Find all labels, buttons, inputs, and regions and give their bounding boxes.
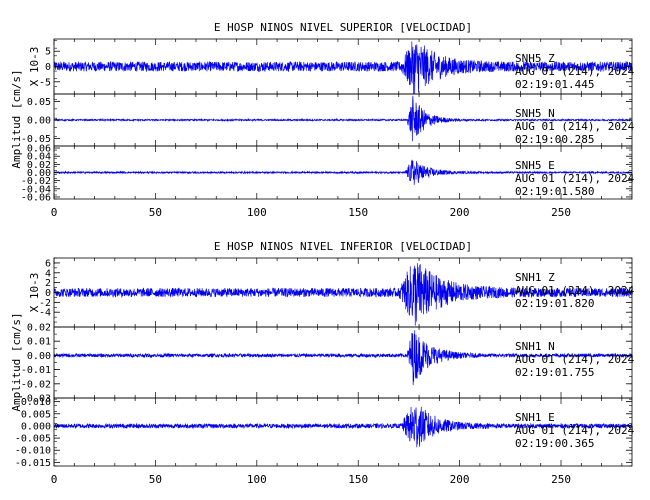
- y-tick-label: 0.00: [27, 351, 51, 362]
- x-tick-label: 100: [247, 473, 267, 486]
- x-tick-label: 50: [149, 473, 162, 486]
- y-tick-label: 0: [45, 288, 51, 299]
- x-tick-label: 100: [247, 206, 267, 219]
- y-tick-label: 0.00: [27, 116, 51, 127]
- time-label: 02:19:01.580: [515, 185, 594, 198]
- chart-title: E HOSP NINOS NIVEL SUPERIOR [VELOCIDAD]: [214, 21, 472, 34]
- x-tick-label: 200: [450, 473, 470, 486]
- y-tick-label: 0.06: [27, 144, 51, 155]
- date-label: AUG 01 (214), 2024: [515, 172, 635, 185]
- y-tick-label: 0.04: [27, 152, 51, 163]
- x-tick-label: 150: [348, 473, 368, 486]
- y-tick-label: 0.010: [21, 397, 51, 408]
- y-tick-label: 0.00: [27, 168, 51, 179]
- waveform-trace: [53, 159, 633, 185]
- x-tick-label: 50: [149, 206, 162, 219]
- y-tick-label: -0.02: [21, 379, 51, 390]
- x-tick-label: 200: [450, 206, 470, 219]
- y-tick-label: 0.02: [27, 323, 51, 334]
- panel-frame: [53, 397, 633, 467]
- time-label: 02:19:01.755: [515, 366, 594, 379]
- y-axis-label: Amplitud [cm/s]: [10, 312, 23, 411]
- station-label: SNH5 Z: [515, 52, 555, 65]
- y-tick-label: -0.015: [15, 458, 51, 469]
- waveform-trace: [53, 41, 633, 95]
- y-tick-label: -5: [39, 77, 51, 88]
- x-tick-label: 0: [51, 473, 58, 486]
- date-label: AUG 01 (214), 2024: [515, 284, 635, 297]
- y-tick-label: -0.04: [21, 184, 51, 195]
- y-tick-label: 4: [45, 268, 51, 279]
- y-tick-label: -0.06: [21, 192, 51, 203]
- time-label: 02:19:00.365: [515, 437, 594, 450]
- date-label: AUG 01 (214), 2024: [515, 65, 635, 78]
- y-tick-label: 5: [45, 47, 51, 58]
- y-tick-label: 0.000: [21, 421, 51, 432]
- x-tick-label: 250: [551, 473, 571, 486]
- y-tick-label: -0.01: [21, 365, 51, 376]
- y-tick-label: 0.01: [27, 337, 51, 348]
- date-label: AUG 01 (214), 2024: [515, 120, 635, 133]
- waveform-trace: [53, 95, 633, 142]
- y-tick-label: 0.005: [21, 409, 51, 420]
- y-multiplier-label: X 10-3: [28, 273, 41, 313]
- station-label: SNH1 N: [515, 340, 555, 353]
- time-label: 02:19:01.445: [515, 78, 594, 91]
- chart-title: E HOSP NINOS NIVEL INFERIOR [VELOCIDAD]: [214, 240, 472, 253]
- y-axis-label: Amplitud [cm/s]: [10, 69, 23, 168]
- y-tick-label: -4: [39, 308, 51, 319]
- time-label: 02:19:00.285: [515, 133, 594, 146]
- station-label: SNH1 E: [515, 411, 555, 424]
- time-label: 02:19:01.820: [515, 297, 594, 310]
- y-tick-label: 0: [45, 62, 51, 73]
- y-tick-label: 2: [45, 278, 51, 289]
- y-tick-label: -0.03: [21, 394, 51, 405]
- station-label: SNH5 E: [515, 159, 555, 172]
- waveform-trace: [53, 330, 633, 386]
- y-tick-label: 6: [45, 258, 51, 269]
- x-tick-label: 150: [348, 206, 368, 219]
- y-tick-label: 0.02: [27, 160, 51, 171]
- y-tick-label: -0.02: [21, 176, 51, 187]
- station-label: SNH5 N: [515, 107, 555, 120]
- date-label: AUG 01 (214), 2024: [515, 353, 635, 366]
- y-tick-label: -0.010: [15, 446, 51, 457]
- y-tick-label: -2: [39, 298, 51, 309]
- y-tick-label: 0.05: [27, 97, 51, 108]
- figure-1: E HOSP NINOS NIVEL SUPERIOR [VELOCIDAD] A…: [10, 21, 635, 219]
- date-label: AUG 01 (214), 2024: [515, 424, 635, 437]
- y-tick-label: -0.005: [15, 434, 51, 445]
- y-multiplier-label: X 10-3: [28, 47, 41, 87]
- panel-snh5-e: -0.06-0.04-0.020.000.020.040.06 SNH5 EAUG…: [21, 144, 635, 204]
- figure-2: E HOSP NINOS NIVEL INFERIOR [VELOCIDAD] A…: [10, 240, 635, 486]
- x-tick-label: 0: [51, 206, 58, 219]
- waveform-trace: [53, 263, 633, 326]
- station-label: SNH1 Z: [515, 271, 555, 284]
- y-tick-label: -0.05: [21, 134, 51, 145]
- waveform-trace: [53, 406, 633, 448]
- x-tick-label: 250: [551, 206, 571, 219]
